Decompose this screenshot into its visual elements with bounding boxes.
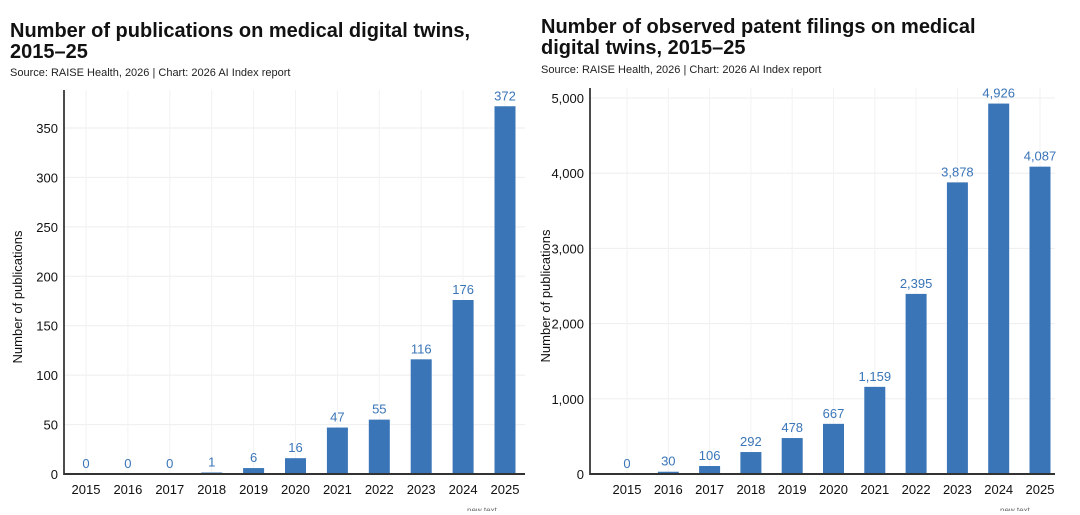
chart-1-ytick-label: 250: [36, 220, 58, 235]
chart-2-data-label-2022: 2,395: [900, 276, 933, 291]
chart-1-data-label-2024: 176: [452, 282, 474, 297]
chart-2-footnote: new text: [1000, 506, 1030, 511]
chart-1-data-label-2019: 6: [250, 450, 257, 465]
chart-1-xtick-label: 2022: [365, 482, 394, 497]
chart-1-xtick-label: 2019: [239, 482, 268, 497]
chart-1-data-label-2016: 0: [124, 456, 131, 471]
chart-2-xtick-label: 2018: [736, 482, 765, 497]
chart-1-title: Number of publications on medical digita…: [10, 20, 471, 63]
chart-1-ytick-label: 100: [36, 368, 58, 383]
chart-2-bar-2020: [823, 423, 844, 474]
chart-1-data-label-2017: 0: [166, 456, 173, 471]
chart-2-data-label-2018: 292: [740, 434, 762, 449]
chart-2-bar-2018: [740, 452, 762, 474]
chart-2-data-label-2025: 4,087: [1024, 149, 1057, 164]
chart-1-footnote: new text: [467, 506, 497, 511]
chart-1-bar-2019: [243, 468, 265, 474]
chart-2-ytick-label: 4,000: [551, 166, 584, 181]
chart-2-data-label-2024: 4,926: [982, 86, 1015, 101]
chart-2-ytick-label: 5,000: [551, 91, 584, 106]
chart-1-y-axis-label: Number of publications: [10, 230, 25, 363]
chart-1-xtick-label: 2017: [155, 482, 184, 497]
chart-1-bar-2020: [285, 458, 306, 474]
chart-2-data-label-2016: 30: [661, 454, 675, 469]
chart-2-title: Number of observed patent filings on med…: [541, 16, 976, 59]
chart-2-data-label-2023: 3,878: [941, 164, 974, 179]
chart-1-ytick-label: 200: [36, 269, 58, 284]
chart-1-xtick-label: 2024: [449, 482, 478, 497]
chart-1-bar-2024: [452, 300, 474, 474]
chart-2-ytick-label: 2,000: [551, 317, 584, 332]
chart-2-data-label-2021: 1,159: [859, 369, 892, 384]
chart-1-bar-2023: [410, 359, 432, 474]
chart-2-xtick-label: 2019: [778, 482, 807, 497]
chart-2-bar-2021: [864, 386, 886, 474]
chart-1-data-label-2015: 0: [82, 456, 89, 471]
chart-2-xtick-label: 2022: [902, 482, 931, 497]
chart-2-xtick-label: 2020: [819, 482, 848, 497]
chart-1-xtick-label: 2023: [407, 482, 436, 497]
chart-1-xtick-label: 2015: [72, 482, 101, 497]
chart-2-bar-2024: [988, 103, 1010, 475]
chart-2-bar-2017: [699, 466, 721, 474]
chart-1-ytick-label: 50: [44, 418, 58, 433]
chart-1-bar-2025: [494, 106, 516, 474]
chart-1-data-label-2021: 47: [330, 410, 344, 425]
chart-1-data-label-2022: 55: [372, 402, 386, 417]
chart-1-source: Source: RAISE Health, 2026 | Chart: 2026…: [10, 67, 291, 79]
chart-1-data-label-2025: 372: [494, 88, 516, 103]
chart-1-xtick-label: 2020: [281, 482, 310, 497]
chart-2-ytick-label: 0: [577, 467, 584, 482]
chart-2-xtick-label: 2024: [984, 482, 1013, 497]
chart-1-xtick-label: 2016: [113, 482, 142, 497]
chart-1-xtick-label: 2018: [197, 482, 226, 497]
chart-2-data-label-2019: 478: [781, 420, 803, 435]
chart-1-ytick-label: 150: [36, 319, 58, 334]
chart-1-xtick-label: 2025: [491, 482, 520, 497]
chart-2-y-axis-label: Number of publications: [538, 229, 553, 362]
chart-2-data-label-2020: 667: [823, 406, 845, 421]
chart-2-bar-2025: [1029, 166, 1051, 474]
chart-2-xtick-label: 2017: [695, 482, 724, 497]
chart-1-data-label-2020: 16: [288, 440, 302, 455]
chart-2-xtick-label: 2021: [860, 482, 889, 497]
chart-1-ytick-label: 0: [51, 467, 58, 482]
chart-2-ytick-label: 3,000: [551, 241, 584, 256]
chart-1-xtick-label: 2021: [323, 482, 352, 497]
chart-2-bar-2019: [781, 438, 803, 474]
chart-1-ytick-label: 350: [36, 121, 58, 136]
chart-2-source: Source: RAISE Health, 2026 | Chart: 2026…: [541, 64, 822, 76]
chart-2-ytick-label: 1,000: [551, 392, 584, 407]
chart-1-bar-2022: [368, 419, 390, 474]
chart-2-data-label-2015: 0: [623, 456, 630, 471]
chart-2-data-label-2017: 106: [699, 448, 721, 463]
chart-2-bar-2016: [657, 471, 679, 474]
chart-1-bar-2021: [326, 427, 348, 474]
chart-2-xtick-label: 2016: [654, 482, 683, 497]
chart-2-xtick-label: 2025: [1026, 482, 1055, 497]
chart-1-ytick-label: 300: [36, 170, 58, 185]
chart-2-bar-2023: [946, 182, 968, 475]
chart-2-xtick-label: 2015: [613, 482, 642, 497]
chart-2-xtick-label: 2023: [943, 482, 972, 497]
chart-1-data-label-2023: 116: [411, 341, 432, 356]
chart-1-data-label-2018: 1: [208, 455, 215, 470]
chart-2-bar-2022: [905, 293, 927, 474]
